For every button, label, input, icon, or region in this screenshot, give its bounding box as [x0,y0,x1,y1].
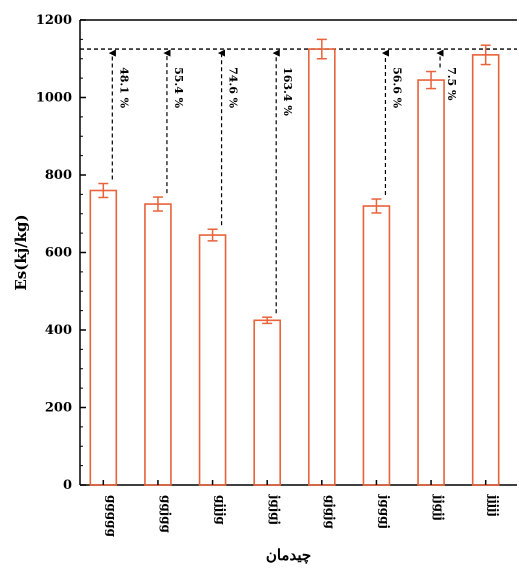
bar-gjjjg [198,234,227,486]
x-tick-label: jjjjj [487,494,501,517]
y-tick-label: 600 [45,246,72,261]
y-tick-label: 800 [45,168,72,183]
bar-ggjgg [144,203,172,486]
x-tick-label: gjjjg [214,495,228,525]
bar-jgggj [362,205,391,486]
bar-jgjgj [253,319,281,486]
annotation-label: 55.4 % [172,67,185,109]
annotation-label: 56.6 % [390,67,403,109]
y-tick-label: 400 [45,323,72,338]
x-axis-title: چیدمان [266,546,311,564]
x-tick-label: ggjgg [159,495,173,534]
x-tick-label: gjgjg [323,495,337,529]
y-axis-title: Es(kj/kg) [12,214,30,290]
y-tick-label: 1200 [36,13,72,28]
x-tick-label: ggggg [104,495,118,538]
annotation-label: 7.5 % [445,67,458,101]
bar-jjjjj [471,54,500,486]
bar-gjgjg [308,48,336,486]
annotation-label: 48.1 % [117,67,130,109]
y-tick-label: 200 [45,401,72,416]
bar-ggggg [89,189,118,486]
x-tick-label: jgggj [377,494,391,529]
x-tick-label: jjgjj [432,494,446,521]
y-tick-label: 1000 [36,91,72,106]
bar-jjgjj [417,79,445,486]
y-tick-label: 0 [63,478,72,493]
x-tick-label: jgjgj [268,494,282,525]
annotation-label: 163.4 % [281,67,294,116]
annotation-label: 74.6 % [227,67,240,109]
